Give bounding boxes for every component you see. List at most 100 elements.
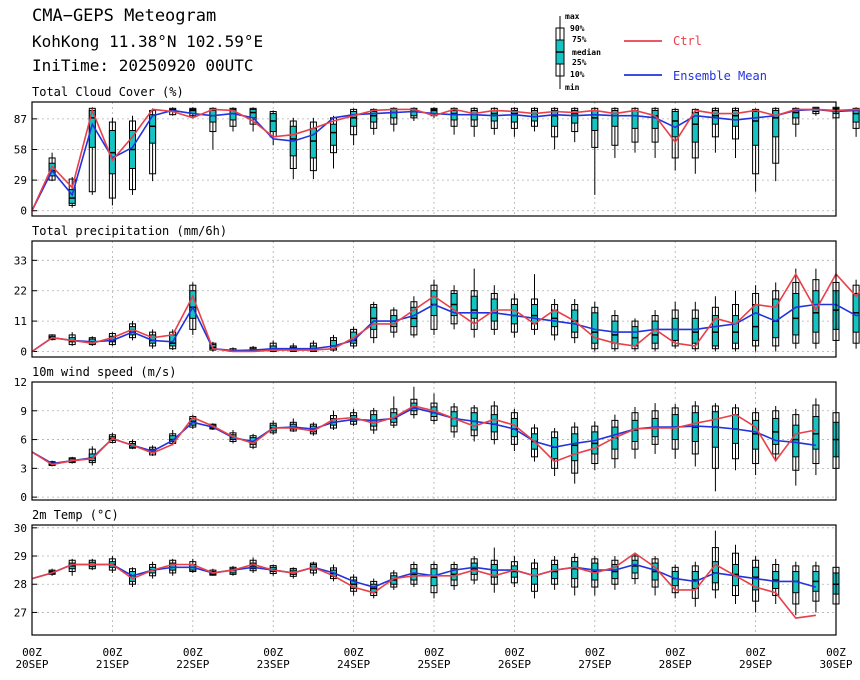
panel-3: 2m Temp (°C) 27 28 29 30 xyxy=(14,508,840,636)
ensemble-box xyxy=(350,108,358,146)
ensemble-box xyxy=(671,404,679,459)
ensemble-box xyxy=(551,299,559,341)
ensemble-box xyxy=(711,296,719,352)
x-tick-date: 28SEP xyxy=(659,658,692,671)
ensemble-box xyxy=(611,310,619,352)
box-25-75 xyxy=(752,111,760,146)
ctrl-line xyxy=(31,107,860,212)
box-25-75 xyxy=(671,111,679,138)
box-25-75 xyxy=(752,419,760,450)
ensemble-box xyxy=(551,556,559,590)
ensemble-box xyxy=(209,107,217,150)
x-tick-date: 20SEP xyxy=(15,658,48,671)
box-25-75 xyxy=(370,111,378,123)
ensemble-mean-line xyxy=(31,303,860,353)
x-tick-time: 00Z xyxy=(504,646,524,659)
x-tick-date: 21SEP xyxy=(96,658,129,671)
ensemble-box xyxy=(792,107,800,137)
ensemble-box xyxy=(470,268,478,338)
ensemble-box xyxy=(812,398,820,476)
x-tick-time: 00Z xyxy=(344,646,364,659)
ensemble-box xyxy=(792,561,800,616)
ensemble-box xyxy=(129,115,136,195)
ctrl-line xyxy=(31,272,860,353)
ensemble-box xyxy=(752,108,760,192)
y-tick-label: 22 xyxy=(14,285,27,298)
x-tick-date: 27SEP xyxy=(578,658,611,671)
box-25-75 xyxy=(591,109,599,131)
box-25-75 xyxy=(531,109,538,122)
y-tick-label: 30 xyxy=(14,522,27,535)
ensemble-box xyxy=(289,418,297,432)
ensemble-box xyxy=(611,414,619,469)
ensemble-box xyxy=(450,107,458,135)
ctrl-line xyxy=(31,552,817,619)
ensemble-box xyxy=(551,428,559,477)
ensemble-box xyxy=(752,285,760,352)
ensemble-box xyxy=(571,422,579,484)
box-25-75 xyxy=(551,437,559,460)
ensemble-box xyxy=(390,396,398,429)
box-25-75 xyxy=(510,304,518,325)
y-tick-label: 3 xyxy=(20,462,27,475)
ensemble-box xyxy=(430,561,438,599)
ensemble-box xyxy=(531,274,538,335)
x-tick-date: 24SEP xyxy=(337,658,370,671)
ensemble-box xyxy=(571,553,579,596)
ensemble-box xyxy=(510,556,518,588)
ensemble-box xyxy=(671,564,679,599)
ensemble-box xyxy=(591,107,599,195)
ensemble-box xyxy=(732,107,739,158)
ensemble-box xyxy=(752,556,760,613)
box-25-75 xyxy=(571,561,579,580)
box-25-75 xyxy=(691,112,699,143)
x-tick-time: 00Z xyxy=(263,646,283,659)
ensemble-box xyxy=(772,558,780,604)
box-25-75 xyxy=(711,315,719,347)
ensemble-box xyxy=(631,553,639,585)
panel-1: Total precipitation (mm/6h) 0 11 22 33 xyxy=(14,224,860,358)
panel-frame xyxy=(31,524,837,636)
ensemble-box xyxy=(289,117,297,180)
y-tick-label: 12 xyxy=(14,376,27,389)
init-time-label: IniTime: 20250920 00UTC xyxy=(32,56,254,75)
x-tick-date: 23SEP xyxy=(257,658,290,671)
ensemble-box xyxy=(390,107,398,132)
ensemble-box xyxy=(68,332,76,346)
ensemble-box xyxy=(812,106,820,116)
ensemble-box xyxy=(651,556,659,596)
y-tick-label: 0 xyxy=(20,205,27,218)
ensemble-box xyxy=(269,110,277,146)
ensemble-box xyxy=(772,107,780,182)
ensemble-box xyxy=(249,107,257,132)
y-tick-label: 87 xyxy=(14,113,27,126)
x-tick-date: 26SEP xyxy=(498,658,531,671)
page-title: CMA−GEPS Meteogram xyxy=(32,6,217,26)
ensemble-box xyxy=(450,285,458,330)
box-25-75 xyxy=(551,109,559,127)
box-25-75 xyxy=(792,292,800,336)
box-25-75 xyxy=(631,109,639,129)
legend-box-label: max xyxy=(565,12,580,21)
box-25-75 xyxy=(631,419,639,442)
box-25-75 xyxy=(531,304,538,325)
ensemble-box xyxy=(691,401,699,467)
ensemble-box xyxy=(450,403,458,438)
ensemble-box xyxy=(772,405,780,461)
box-25-75 xyxy=(631,326,639,347)
x-tick-date: 25SEP xyxy=(417,658,450,671)
ensemble-box xyxy=(691,561,699,607)
ensemble-box xyxy=(68,558,76,576)
y-tick-label: 29 xyxy=(14,174,27,187)
ensemble-box xyxy=(591,421,599,471)
ensemble-box xyxy=(772,282,780,352)
x-tick-time: 00Z xyxy=(183,646,203,659)
box-25-75 xyxy=(430,290,438,317)
box-25-75 xyxy=(711,411,719,448)
x-tick-date: 22SEP xyxy=(176,658,209,671)
ensemble-mean-line xyxy=(31,407,817,465)
legend-box-label: 90% xyxy=(570,24,585,33)
ensemble-box xyxy=(370,108,378,135)
box-25-75 xyxy=(149,114,157,144)
y-tick-label: 6 xyxy=(20,434,27,447)
